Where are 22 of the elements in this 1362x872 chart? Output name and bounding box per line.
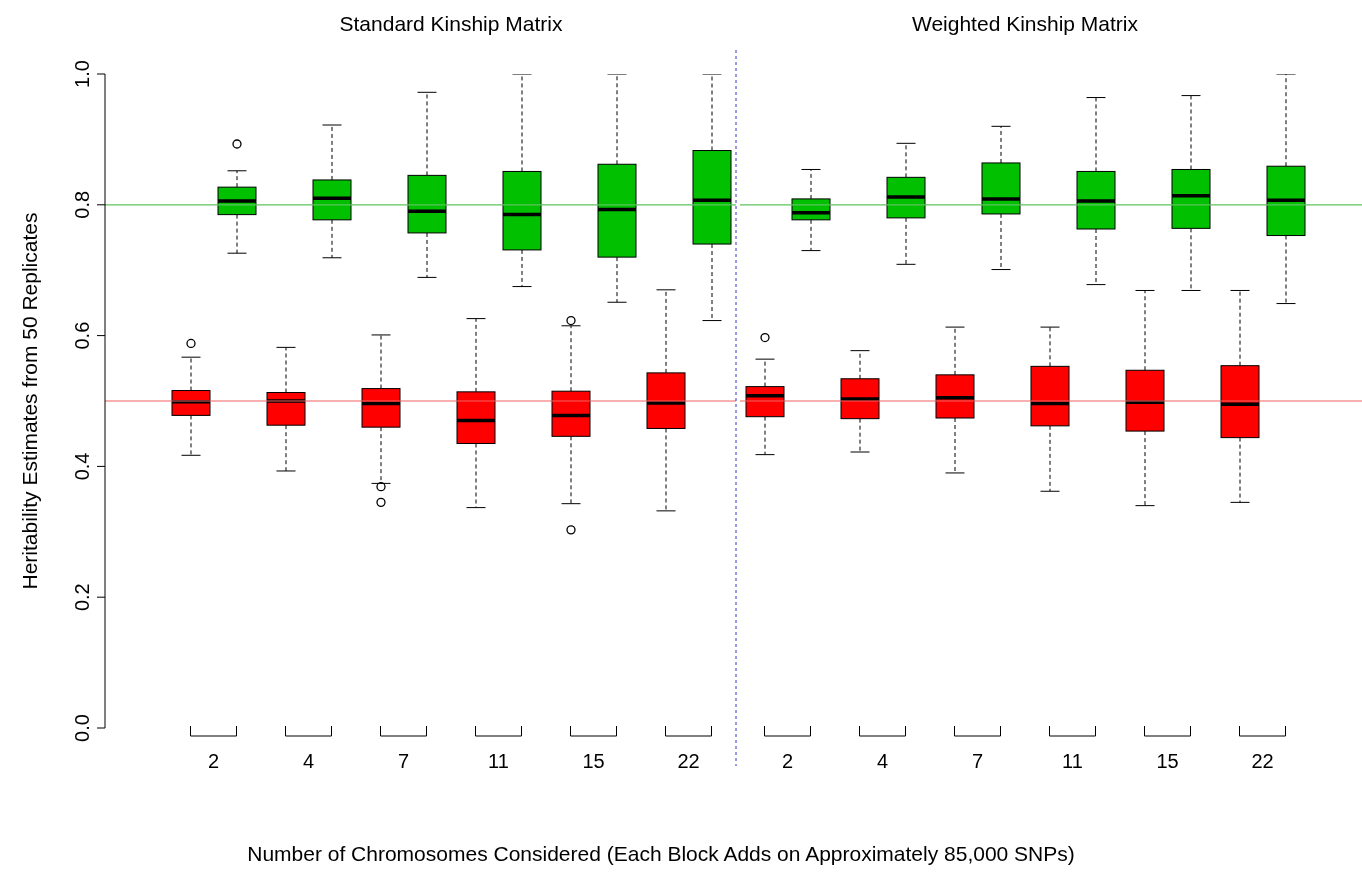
y-tick-label: 0.4 <box>71 452 93 481</box>
y-tick-label: 0.2 <box>71 583 93 612</box>
chart-title: Weighted Kinship Matrix <box>910 12 1140 36</box>
x-tick-label: 22 <box>677 750 700 772</box>
y-axis-title: Heritability Estimates from 50 Replicates <box>18 212 42 590</box>
x-tick-label: 4 <box>302 750 315 772</box>
x-axis-title: Number of Chromosomes Considered (Each Block Adds on Approximately 85,000 SNPs) <box>246 842 1076 866</box>
x-tick-label: 7 <box>397 750 410 772</box>
y-tick-label: 0.0 <box>71 714 93 742</box>
x-tick-label: 15 <box>582 750 605 772</box>
x-tick-label: 11 <box>1062 750 1083 772</box>
y-tick-label: 1.0 <box>71 60 93 88</box>
x-tick-label: 2 <box>207 750 220 772</box>
x-tick-label: 22 <box>1251 750 1274 772</box>
x-tick-label: 2 <box>781 750 794 772</box>
x-tick-label: 15 <box>1156 750 1179 772</box>
y-tick-label: 0.6 <box>71 321 93 350</box>
x-tick-label: 4 <box>876 750 889 772</box>
y-tick-label: 0.8 <box>71 190 93 219</box>
chart-title: Standard Kinship Matrix <box>338 12 564 36</box>
x-tick-label: 7 <box>971 750 984 772</box>
x-tick-label: 11 <box>488 750 509 772</box>
